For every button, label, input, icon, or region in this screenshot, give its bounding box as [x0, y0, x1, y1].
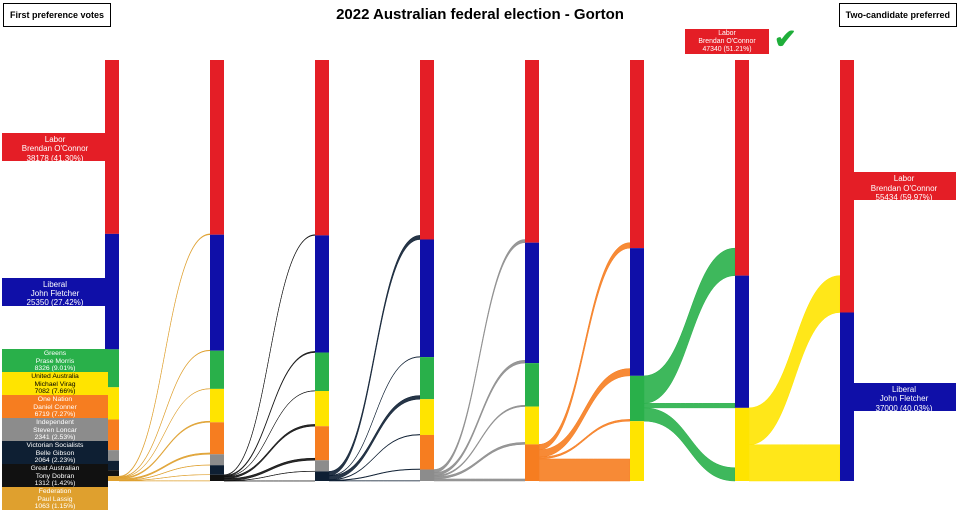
winner-votes: 47340 (51.21%): [685, 46, 769, 54]
bar-round2-uap: [210, 389, 224, 422]
bar-round4-lib: [420, 239, 434, 357]
bar-round3-alp: [315, 60, 329, 235]
bar-round7-uap: [735, 408, 749, 481]
flow-gap-to-grn: [224, 391, 315, 477]
label-line-party: Independent: [2, 419, 108, 427]
label-line-candidate: Steven Loncar: [2, 427, 108, 435]
bar-round2-lib: [210, 235, 224, 351]
winner-party: Labor: [685, 30, 769, 38]
bar-round3-uap: [315, 391, 329, 426]
bar-round3-on: [315, 426, 329, 460]
label-line-candidate: Tony Dobran: [2, 473, 108, 481]
bar-round2-alp: [210, 60, 224, 235]
final-liberal-party: Liberal: [852, 385, 956, 394]
label-line-votes: 25350 (27.42%): [2, 298, 108, 305]
bar-round6-lib: [630, 248, 644, 376]
bar-round3-ind: [315, 460, 329, 471]
final-label-liberal: Liberal John Fletcher 37000 (40.03%): [852, 383, 956, 411]
flow-grn-to-uap: [644, 408, 735, 481]
final-liberal-votes: 37000 (40.03%): [852, 404, 956, 411]
label-line-votes: 38178 (41.30%): [2, 154, 108, 161]
flow-grn-to-alp: [644, 248, 735, 403]
flow-ind-to-lib: [434, 360, 525, 475]
label-line-candidate: Prase Morris: [2, 358, 108, 366]
flow-uap-to-alp: [749, 276, 840, 445]
bar-round4-on: [420, 435, 434, 470]
bar-round5-alp: [525, 60, 539, 243]
bar-round6-alp: [630, 60, 644, 248]
final-labor-votes: 55434 (59.97%): [852, 193, 956, 200]
flow-gap-to-lib: [224, 351, 315, 476]
label-line-party: Victorian Socialists: [2, 442, 108, 450]
bar-round4-ind: [420, 470, 434, 481]
bar-round4-grn: [420, 357, 434, 399]
final-labor-candidate: Brendan O'Connor: [852, 184, 956, 193]
flow-fed-to-lib: [119, 350, 210, 477]
label-line-candidate: Belle Gibson: [2, 450, 108, 458]
flow-on-to-alp: [539, 243, 630, 450]
bar-round5-on: [525, 444, 539, 481]
bar-round7-alp: [735, 60, 749, 276]
label-line-candidate: Daniel Conner: [2, 404, 108, 412]
label-line-party: United Australia: [2, 373, 108, 381]
flow-on-to-lib: [539, 369, 630, 458]
final-labor-party: Labor: [852, 174, 956, 183]
label-line-party: Liberal: [2, 280, 108, 289]
label-line-party: One Nation: [2, 396, 108, 404]
label-line-candidate: Michael Virag: [2, 381, 108, 389]
label-line-party: Great Australian: [2, 465, 108, 473]
bar-round4-uap: [420, 399, 434, 435]
flow-gap-to-on: [224, 458, 315, 481]
bar-round5-uap: [525, 407, 539, 445]
flow-on-to-uap: [539, 459, 630, 481]
bar-round3-lib: [315, 235, 329, 352]
label-line-candidate: Paul Lassig: [2, 496, 108, 504]
flow-gap-to-alp: [224, 235, 315, 476]
bar-round4-alp: [420, 60, 434, 239]
winner-checkmark-icon: ✔: [774, 24, 797, 55]
flow-fed-to-uap: [119, 421, 210, 479]
bar-round2-on: [210, 422, 224, 454]
bar-round2-gap: [210, 475, 224, 481]
flow-ind-to-alp: [434, 239, 525, 472]
bar-round3-grn: [315, 353, 329, 391]
bar-round6-grn: [630, 376, 644, 421]
label-line-votes: 1063 (1.15%): [2, 503, 108, 510]
label-line-party: Federation: [2, 488, 108, 496]
label-line-candidate: Brendan O'Connor: [2, 144, 108, 153]
flow-grn-to-lib: [644, 403, 735, 408]
bar-round5-grn: [525, 363, 539, 406]
bar-round2-vs: [210, 465, 224, 475]
winner-annotation: Labor Brendan O'Connor 47340 (51.21%): [685, 29, 769, 54]
bar-round7-lib: [735, 276, 749, 408]
bar-round2-grn: [210, 351, 224, 389]
final-label-labor: Labor Brendan O'Connor 55434 (59.97%): [852, 172, 956, 200]
flow-fed-to-grn: [119, 389, 210, 478]
bar-round2-ind: [210, 454, 224, 465]
label-line-party: Labor: [2, 135, 108, 144]
bar-round3-vs: [315, 471, 329, 481]
final-liberal-candidate: John Fletcher: [852, 394, 956, 403]
flow-vs-to-lib: [329, 357, 420, 476]
label-line-party: Greens: [2, 350, 108, 358]
flow-uap-to-lib: [749, 445, 840, 481]
flow-ind-to-on: [434, 479, 525, 481]
bar-round6-uap: [630, 421, 644, 481]
winner-candidate: Brendan O'Connor: [685, 38, 769, 46]
label-line-candidate: John Fletcher: [2, 289, 108, 298]
bar-round5-lib: [525, 243, 539, 363]
